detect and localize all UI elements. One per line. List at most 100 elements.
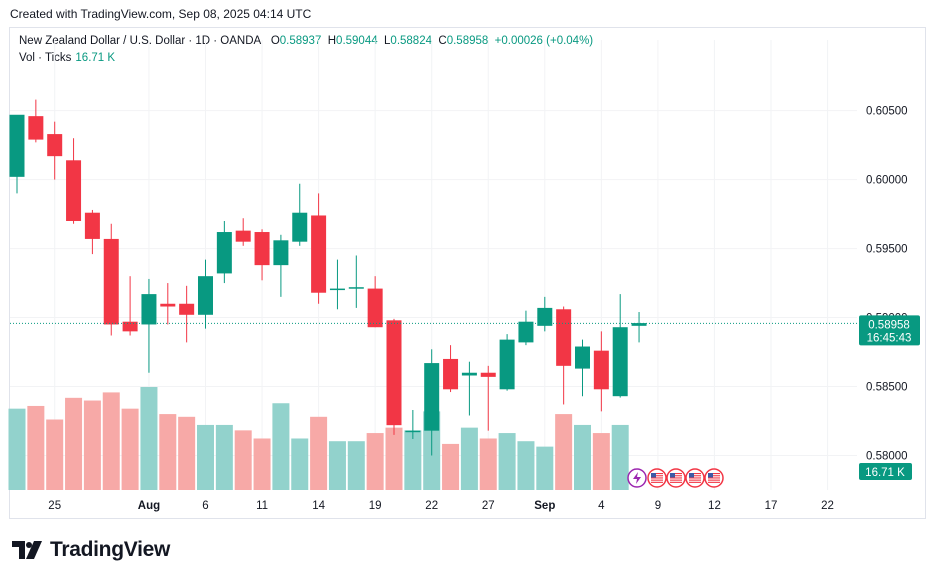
x-tick-label: 11 xyxy=(256,500,268,512)
us-flag-event-icon[interactable] xyxy=(666,468,686,488)
volume-bar xyxy=(310,416,328,490)
candle-body[interactable] xyxy=(443,358,459,390)
volume-bar xyxy=(366,433,384,490)
volume-bar xyxy=(27,405,45,490)
candle-body[interactable] xyxy=(612,327,628,397)
volume-bar xyxy=(328,441,346,490)
candle-body[interactable] xyxy=(216,232,232,274)
us-flag-event-icon[interactable] xyxy=(685,468,705,488)
x-tick-label: 17 xyxy=(765,500,778,512)
volume-legend: Vol · Ticks 16.71 K xyxy=(19,52,115,64)
candle-body[interactable] xyxy=(292,212,308,242)
volume-bar xyxy=(517,441,535,490)
candle-body[interactable] xyxy=(84,212,100,239)
candle-body[interactable] xyxy=(631,323,647,326)
candle-body[interactable] xyxy=(480,372,496,377)
x-tick-label: 25 xyxy=(48,500,61,512)
change-value: +0.00026 (+0.04%) xyxy=(494,35,594,47)
candle-body[interactable] xyxy=(179,303,195,315)
chart-frame xyxy=(9,27,926,519)
candle-body[interactable] xyxy=(499,339,515,390)
candle-body[interactable] xyxy=(198,276,213,315)
tradingview-brand: TradingView xyxy=(12,538,170,562)
candle-body[interactable] xyxy=(47,134,63,157)
us-flag-event-icon[interactable] xyxy=(647,468,667,488)
candle-body[interactable] xyxy=(593,350,609,390)
candle-body[interactable] xyxy=(367,288,383,328)
volume-bar xyxy=(347,441,365,490)
last-price-badge xyxy=(859,315,920,346)
y-tick-label: 0.58000 xyxy=(866,451,908,463)
x-tick-label: 14 xyxy=(312,500,325,512)
candle-body[interactable] xyxy=(329,288,345,291)
candle-body[interactable] xyxy=(405,430,421,433)
x-tick-label: Aug xyxy=(138,500,160,512)
x-tick-label: 6 xyxy=(202,500,208,512)
volume-bar xyxy=(46,419,64,490)
candle-body[interactable] xyxy=(575,346,590,369)
candle-body[interactable] xyxy=(273,240,289,266)
y-tick-label: 0.58500 xyxy=(866,382,908,394)
volume-label[interactable]: Vol · Ticks xyxy=(19,52,72,64)
candle-body[interactable] xyxy=(311,215,327,293)
low-value: 0.58824 xyxy=(390,35,432,47)
volume-bar xyxy=(140,386,158,490)
open-value: 0.58937 xyxy=(279,35,322,47)
candle-body[interactable] xyxy=(28,116,44,140)
candle-body[interactable] xyxy=(518,321,534,343)
volume-bar xyxy=(159,414,177,490)
x-tick-label: 27 xyxy=(482,500,495,512)
volume-bar xyxy=(442,443,460,490)
volume-bar xyxy=(8,408,26,490)
y-tick-label: 0.60500 xyxy=(866,106,908,118)
candle-body[interactable] xyxy=(160,303,176,307)
close-label: C xyxy=(438,35,447,47)
volume-bar xyxy=(592,433,610,490)
x-tick-label: Sep xyxy=(534,500,555,512)
open-label: O xyxy=(270,35,280,47)
candle-body[interactable] xyxy=(66,160,82,221)
volume-badge xyxy=(859,463,912,480)
y-tick-label: 0.60000 xyxy=(866,175,908,187)
volume-bar xyxy=(234,430,252,490)
chart-caption: Created with TradingView.com, Sep 08, 20… xyxy=(10,7,312,21)
x-tick-label: 12 xyxy=(708,500,721,512)
candle-body[interactable] xyxy=(235,230,251,242)
volume-bar xyxy=(102,392,120,490)
volume-bar xyxy=(291,438,309,490)
volume-bar xyxy=(536,446,554,490)
candle-body[interactable] xyxy=(9,114,25,177)
volume-bar xyxy=(197,424,214,490)
candle-body[interactable] xyxy=(424,363,440,431)
candle-body[interactable] xyxy=(386,320,402,426)
x-tick-label: 9 xyxy=(655,500,661,512)
candle-body[interactable] xyxy=(348,287,364,289)
volume-bar xyxy=(498,433,516,490)
volume-bar xyxy=(83,400,101,490)
candle-body[interactable] xyxy=(537,307,553,326)
low-label: L xyxy=(384,35,391,47)
candle-body[interactable] xyxy=(254,232,270,266)
volume-badge-value: 16.71 K xyxy=(865,467,905,479)
volume-bar xyxy=(178,416,196,490)
volume-bar xyxy=(460,427,478,490)
x-tick-label: 4 xyxy=(598,500,605,512)
x-tick-label: 22 xyxy=(821,500,834,512)
symbol-name[interactable]: New Zealand Dollar / U.S. Dollar · 1D · … xyxy=(19,35,262,47)
candle-body[interactable] xyxy=(556,309,572,366)
candle-body[interactable] xyxy=(461,372,477,376)
tradingview-logo-icon xyxy=(12,541,42,559)
lightning-event-icon[interactable] xyxy=(627,468,647,488)
us-flag-event-icon[interactable] xyxy=(704,468,724,488)
volume-bar xyxy=(611,424,629,490)
candle-body[interactable] xyxy=(122,321,138,332)
candle-body[interactable] xyxy=(103,238,119,325)
bar-countdown: 16:45:43 xyxy=(867,332,912,344)
symbol-legend: New Zealand Dollar / U.S. Dollar · 1D · … xyxy=(19,35,593,47)
volume-bar xyxy=(404,430,422,490)
volume-bar xyxy=(121,408,139,490)
volume-value: 16.71 K xyxy=(75,52,116,64)
candle-body[interactable] xyxy=(141,294,157,325)
x-tick-label: 19 xyxy=(369,500,382,512)
